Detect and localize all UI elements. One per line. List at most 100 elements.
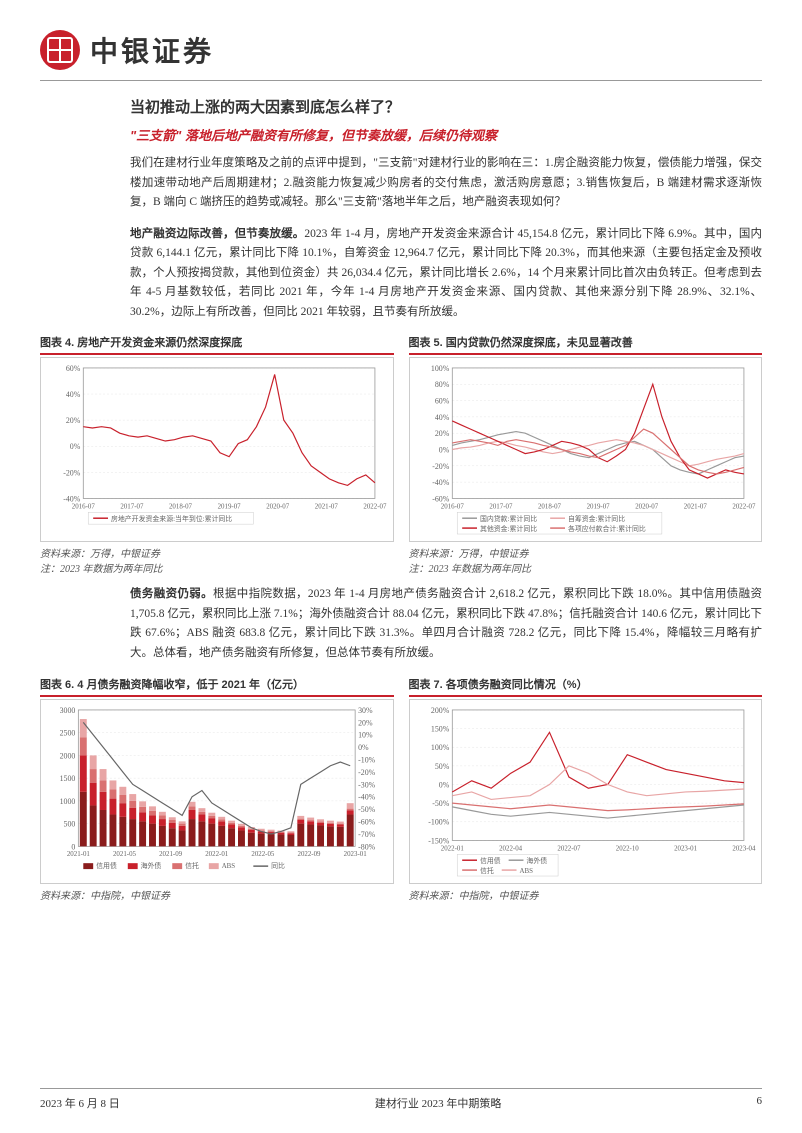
svg-text:2016-07: 2016-07 <box>440 504 464 511</box>
svg-text:-80%: -80% <box>358 842 376 851</box>
svg-text:-40%: -40% <box>63 495 81 504</box>
svg-text:-60%: -60% <box>358 817 376 826</box>
svg-text:2022-01: 2022-01 <box>440 845 464 852</box>
svg-text:60%: 60% <box>434 397 449 406</box>
svg-text:-50%: -50% <box>358 805 376 814</box>
svg-text:0%: 0% <box>438 780 449 789</box>
svg-text:2500: 2500 <box>60 728 76 737</box>
chart-7-source: 资料来源：中指院，中银证券 <box>409 887 763 902</box>
svg-text:30%: 30% <box>358 705 373 714</box>
svg-text:国内贷款:累计同比: 国内贷款:累计同比 <box>479 515 536 524</box>
svg-text:自筹资金:累计同比: 自筹资金:累计同比 <box>567 515 624 524</box>
svg-text:-50%: -50% <box>432 799 450 808</box>
chart-4-note: 注：2023 年数据为两年同比 <box>40 560 394 575</box>
svg-text:2016-07: 2016-07 <box>72 504 96 511</box>
svg-text:2021-07: 2021-07 <box>683 504 707 511</box>
chart-5-title: 图表 5. 国内贷款仍然深度探底，未见显著改善 <box>409 334 763 355</box>
footer-date: 2023 年 6 月 8 日 <box>40 1095 120 1111</box>
content: 当初推动上涨的两大因素到底怎么样了？ "三支箭" 落地后地产融资有所修复，但节奏… <box>40 96 762 322</box>
svg-text:信托: 信托 <box>185 861 199 870</box>
svg-text:-20%: -20% <box>432 462 450 471</box>
svg-text:2023-01: 2023-01 <box>674 845 698 852</box>
charts-row-2: 图表 6. 4 月债务融资降幅收窄，低于 2021 年（亿元） 05001000… <box>40 676 762 902</box>
svg-text:20%: 20% <box>358 718 373 727</box>
chart-5-source: 资料来源：万得，中银证券 <box>409 545 763 560</box>
svg-text:2023-01: 2023-01 <box>344 851 368 858</box>
svg-text:各项应付款合计:累计同比: 各项应付款合计:累计同比 <box>567 524 645 533</box>
chart-4: 图表 4. 房地产开发资金来源仍然深度探底 -40% -20% 0% 20% 40% 60… <box>40 334 394 575</box>
svg-text:2022-01: 2022-01 <box>205 851 229 858</box>
section-subtitle: "三支箭" 落地后地产融资有所修复，但节奏放缓，后续仍待观察 <box>130 125 762 144</box>
footer: 2023 年 6 月 8 日 建材行业 2023 年中期策略 6 <box>40 1088 762 1111</box>
section-title: 当初推动上涨的两大因素到底怎么样了？ <box>130 96 762 117</box>
svg-text:60%: 60% <box>66 364 81 373</box>
svg-text:2017-07: 2017-07 <box>489 504 513 511</box>
svg-text:ABS: ABS <box>519 868 533 875</box>
svg-text:2020-07: 2020-07 <box>266 504 290 511</box>
svg-text:2018-07: 2018-07 <box>169 504 193 511</box>
para-2-lead: 地产融资边际改善，但节奏放缓。 <box>130 228 304 240</box>
svg-text:2022-07: 2022-07 <box>363 504 387 511</box>
header: 中银证券 <box>40 30 762 81</box>
chart-5-note: 注：2023 年数据为两年同比 <box>409 560 763 575</box>
chart-6: 图表 6. 4 月债务融资降幅收窄，低于 2021 年（亿元） 05001000… <box>40 676 394 902</box>
svg-text:40%: 40% <box>66 390 81 399</box>
svg-text:其他资金:累计同比: 其他资金:累计同比 <box>479 524 536 533</box>
svg-text:海外债: 海外债 <box>526 856 547 865</box>
svg-text:-10%: -10% <box>358 755 376 764</box>
logo-icon <box>40 30 80 70</box>
svg-text:2019-07: 2019-07 <box>218 504 242 511</box>
svg-text:0: 0 <box>71 842 75 851</box>
svg-text:500: 500 <box>64 819 76 828</box>
svg-text:40%: 40% <box>434 413 449 422</box>
svg-text:100%: 100% <box>430 364 449 373</box>
svg-text:200%: 200% <box>430 705 449 714</box>
svg-text:2017-07: 2017-07 <box>120 504 144 511</box>
content-2: 债务融资仍弱。根据中指院数据，2023 年 1-4 月房地产债务融资合计 2,6… <box>40 585 762 663</box>
para-3-lead: 债务融资仍弱。 <box>130 588 213 600</box>
chart-4-source: 资料来源：万得，中银证券 <box>40 545 394 560</box>
brand-name: 中银证券 <box>90 30 214 70</box>
svg-text:-40%: -40% <box>358 792 376 801</box>
svg-text:2023-04: 2023-04 <box>732 845 756 852</box>
svg-text:2000: 2000 <box>60 751 76 760</box>
svg-text:-30%: -30% <box>358 780 376 789</box>
svg-text:0%: 0% <box>358 743 369 752</box>
svg-text:2022-09: 2022-09 <box>298 851 322 858</box>
svg-text:20%: 20% <box>66 416 81 425</box>
chart-4-title: 图表 4. 房地产开发资金来源仍然深度探底 <box>40 334 394 355</box>
para-3-body: 根据中指院数据，2023 年 1-4 月房地产债务融资合计 2,618.2 亿元… <box>130 588 762 659</box>
svg-text:0%: 0% <box>70 443 81 452</box>
svg-text:ABS: ABS <box>222 863 236 870</box>
svg-text:2022-05: 2022-05 <box>251 851 275 858</box>
svg-text:房地产开发资金来源:当年到位:累计同比: 房地产开发资金来源:当年到位:累计同比 <box>111 515 232 524</box>
para-2: 地产融资边际改善，但节奏放缓。2023 年 1-4 月，房地产开发资金来源合计 … <box>130 225 762 323</box>
svg-text:2022-07: 2022-07 <box>557 845 581 852</box>
svg-text:80%: 80% <box>434 381 449 390</box>
para-3: 债务融资仍弱。根据中指院数据，2023 年 1-4 月房地产债务融资合计 2,6… <box>130 585 762 663</box>
svg-text:同比: 同比 <box>271 861 285 870</box>
para-1: 我们在建材行业年度策略及之前的点评中提到，"三支箭"对建材行业的影响在三：1.房… <box>130 154 762 213</box>
svg-text:信托: 信托 <box>479 866 493 875</box>
chart-5-plot: -60%-40%-20%0%20%40%60%80%100%2016-07201… <box>409 357 763 542</box>
svg-text:-20%: -20% <box>63 469 81 478</box>
svg-text:2022-04: 2022-04 <box>499 845 523 852</box>
svg-text:2020-07: 2020-07 <box>635 504 659 511</box>
svg-text:-70%: -70% <box>358 829 376 838</box>
svg-text:-100%: -100% <box>428 817 449 826</box>
svg-text:1500: 1500 <box>60 774 76 783</box>
chart-7-title: 图表 7. 各项债务融资同比情况（%） <box>409 676 763 697</box>
svg-text:1000: 1000 <box>60 796 76 805</box>
footer-page: 6 <box>757 1095 763 1111</box>
chart-4-plot: -40% -20% 0% 20% 40% 60% 2016-07 2017-07 2018-07… <box>40 357 394 542</box>
svg-text:2021-09: 2021-09 <box>159 851 183 858</box>
svg-text:20%: 20% <box>434 430 449 439</box>
svg-text:2021-05: 2021-05 <box>113 851 137 858</box>
svg-text:100%: 100% <box>430 743 449 752</box>
chart-6-plot: 050010001500200025003000-80%-70%-60%-50%… <box>40 699 394 884</box>
chart-7-plot: -150%-100%-50%0%50%100%150%200%2022-0120… <box>409 699 763 884</box>
svg-text:50%: 50% <box>434 761 449 770</box>
svg-text:0%: 0% <box>438 446 449 455</box>
svg-text:信用债: 信用债 <box>479 856 500 865</box>
svg-text:信用债: 信用债 <box>96 861 117 870</box>
